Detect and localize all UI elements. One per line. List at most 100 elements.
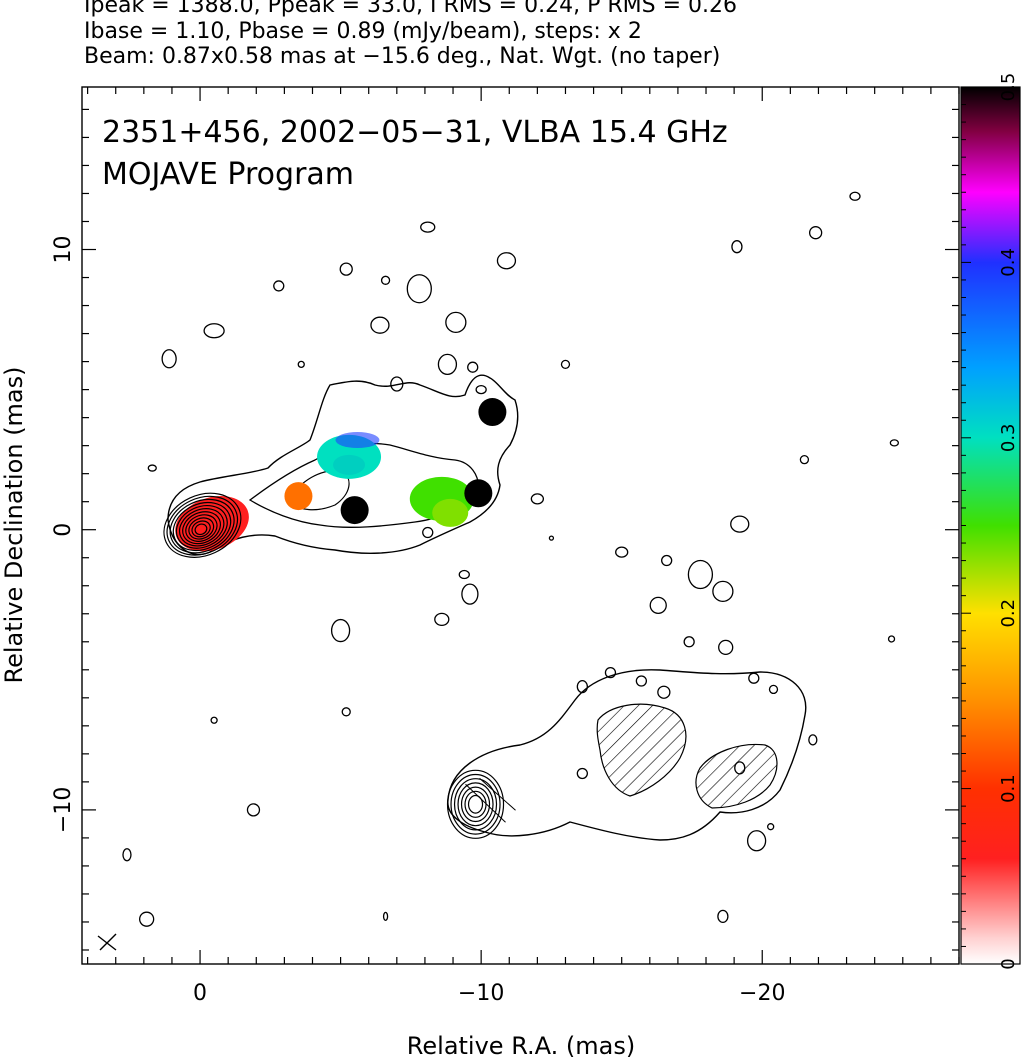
noise-contour xyxy=(341,707,351,717)
noise-contour xyxy=(122,848,132,862)
noise-contour xyxy=(887,635,896,643)
noise-contour xyxy=(339,262,353,276)
core-contour xyxy=(163,492,242,558)
noise-contour xyxy=(370,316,390,334)
noise-contour xyxy=(615,546,629,558)
noise-contour xyxy=(731,240,743,254)
south-core-hatch xyxy=(465,777,516,823)
chart-subtitle: MOJAVE Program xyxy=(102,157,354,192)
noise-contour xyxy=(717,909,729,924)
noise-contour xyxy=(712,580,734,602)
south-core-contour xyxy=(446,769,505,839)
noise-contour xyxy=(683,636,695,648)
polarization-patch xyxy=(464,479,493,508)
noise-contour xyxy=(560,359,571,370)
noise-contours xyxy=(122,191,899,927)
south-hatch-1 xyxy=(596,703,687,797)
noise-contour xyxy=(420,221,436,233)
noise-contour xyxy=(246,803,261,817)
south-core-contours xyxy=(446,769,516,839)
noise-contour xyxy=(330,618,351,643)
noise-contour xyxy=(746,830,767,852)
x-tick-label: −20 xyxy=(739,981,785,1006)
noise-contour xyxy=(382,911,389,922)
noise-contour xyxy=(461,583,479,605)
south-core-contour xyxy=(453,778,498,831)
y-tick-label: 0 xyxy=(51,523,76,537)
core-contour xyxy=(175,505,228,549)
noise-contour xyxy=(657,685,671,699)
noise-contour xyxy=(297,360,305,369)
axis-ticks xyxy=(82,87,960,964)
colorbar-tick-label: 0.1 xyxy=(998,774,1019,803)
noise-contour xyxy=(730,515,750,533)
noise-contour xyxy=(576,679,588,694)
core-contour xyxy=(172,501,232,552)
noise-contour xyxy=(475,384,487,395)
noise-contour xyxy=(458,569,470,580)
polarization-fraction-layer xyxy=(219,398,507,530)
beam-marker xyxy=(97,933,117,951)
noise-contour xyxy=(576,767,588,780)
noise-contour xyxy=(496,252,517,270)
noise-contour xyxy=(718,639,734,656)
colorbar-tick-label: 0.2 xyxy=(998,599,1019,628)
polarization-patch xyxy=(432,498,469,527)
noise-contour xyxy=(139,911,155,927)
south-outer-contour xyxy=(447,669,807,841)
noise-contour xyxy=(437,353,458,376)
south-core-contour xyxy=(457,782,494,827)
noise-contour xyxy=(849,191,861,201)
x-tick-label: −10 xyxy=(458,981,504,1006)
core-contour xyxy=(166,495,239,556)
noise-contour xyxy=(548,535,555,541)
colorbar-tick-label: 0.4 xyxy=(998,248,1019,277)
core-contour xyxy=(178,508,225,547)
y-axis-label: Relative Declination (mas) xyxy=(0,366,28,683)
south-core-contour xyxy=(450,773,501,835)
chart-title: 2351+456, 2002−05−31, VLBA 15.4 GHz xyxy=(102,115,728,150)
south-core-contour xyxy=(467,794,484,814)
noise-contour xyxy=(434,612,450,627)
noise-contour xyxy=(734,761,746,775)
core-contour xyxy=(188,517,215,540)
header-beam-line: Beam: 0.87x0.58 mas at −15.6 deg., Nat. … xyxy=(84,44,721,69)
colorbar xyxy=(960,86,1021,965)
plot-frame xyxy=(81,86,960,965)
noise-contour xyxy=(808,734,818,746)
noise-contour xyxy=(661,554,673,567)
noise-contour xyxy=(649,596,667,615)
jet-contour-3 xyxy=(289,469,350,511)
map-layer xyxy=(97,191,899,951)
noise-contour xyxy=(687,559,714,590)
noise-contour xyxy=(467,361,479,373)
header-base-line: Ibase = 1.10, Pbase = 0.89 (mJy/beam), s… xyxy=(84,19,642,44)
noise-contour xyxy=(203,323,225,339)
noise-contour xyxy=(799,455,810,465)
y-tick-label: 10 xyxy=(51,236,76,264)
y-tick-label: −10 xyxy=(51,787,76,833)
noise-contour xyxy=(210,716,218,724)
noise-contour xyxy=(406,274,432,304)
x-axis-label: Relative R.A. (mas) xyxy=(407,1032,635,1060)
south-hatch-2 xyxy=(695,743,778,809)
core-contour xyxy=(185,514,218,542)
x-tick-label: 0 xyxy=(193,981,207,1006)
noise-contour xyxy=(767,823,775,831)
colorbar-tick-label: 0.3 xyxy=(998,423,1019,452)
noise-contour xyxy=(604,666,617,679)
noise-contour xyxy=(748,672,760,684)
polarization-patch xyxy=(340,496,369,525)
header-stats-line: Ipeak = 1388.0, Ppeak = 33.0, I RMS = 0.… xyxy=(84,0,737,18)
noise-contour xyxy=(530,493,545,505)
south-core-contour xyxy=(460,786,491,823)
polarization-patch xyxy=(335,432,380,449)
core-contours xyxy=(163,492,249,558)
noise-contour xyxy=(635,675,648,687)
core-contour xyxy=(182,511,222,545)
jet-outer-contour xyxy=(167,374,519,556)
noise-contour xyxy=(273,280,285,292)
noise-contour xyxy=(422,526,434,539)
noise-contour xyxy=(768,684,779,695)
